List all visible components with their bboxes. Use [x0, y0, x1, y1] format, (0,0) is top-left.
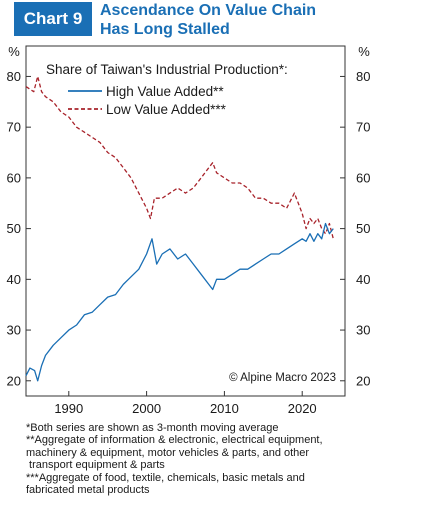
series-line-low-value-added [25, 75, 334, 239]
series-line-high-value-added [25, 222, 334, 382]
series-layer [25, 75, 334, 382]
y-tick-label-left: 60 [7, 170, 21, 185]
footnote-line: transport equipment & parts [26, 459, 165, 472]
y-tick-label-right: 20 [356, 373, 370, 388]
chart-title-line-1: Ascendance On Value Chain [100, 2, 317, 19]
plot-frame [25, 45, 346, 397]
footnotes: *Both series are shown as 3-month moving… [26, 422, 416, 496]
footnote-line: machinery & equipment, motor vehicles & … [26, 446, 310, 459]
x-tick-label: 1990 [54, 401, 83, 416]
y-tick-label-right: 40 [356, 272, 370, 287]
chart-title: Ascendance On Value Chain Has Long Stall… [100, 1, 316, 39]
left-axis: 20 30 40 50 60 70 80 [7, 69, 31, 388]
y-tick-label-right: 30 [356, 323, 370, 338]
y-tick-label-right: 50 [356, 221, 370, 236]
x-tick-label: 2010 [210, 401, 239, 416]
legend-label-low: Low Value Added*** [106, 102, 227, 117]
source-label: © Alpine Macro 2023 [229, 372, 336, 384]
footnote-line: **Aggregate of information & electronic,… [26, 434, 323, 447]
footnote-line: fabricated metal products [26, 484, 150, 497]
y-tick-label-left: 30 [7, 323, 21, 338]
y-tick-label-right: 60 [356, 170, 370, 185]
chart-number-badge: Chart 9 [14, 2, 92, 36]
left-axis-unit: % [8, 44, 20, 59]
chart-header: Chart 9 Ascendance On Value Chain Has Lo… [0, 0, 422, 44]
y-tick-label-left: 70 [7, 120, 21, 135]
y-tick-label-left: 40 [7, 272, 21, 287]
footnote-line: *Both series are shown as 3-month moving… [26, 422, 279, 434]
legend: High Value Added** Low Value Added*** [68, 84, 227, 117]
right-axis: 20 30 40 50 60 70 80 [340, 69, 370, 388]
y-tick-label-right: 80 [356, 69, 370, 84]
y-tick-label-left: 80 [7, 69, 21, 84]
y-tick-label-right: 70 [356, 120, 370, 135]
footnote-line: ***Aggregate of food, textile, chemicals… [26, 471, 305, 484]
x-axis: 1990 2000 2010 2020 [54, 391, 317, 416]
chart-title-line-2: Has Long Stalled [100, 21, 230, 38]
right-axis-unit: % [358, 44, 370, 59]
legend-label-high: High Value Added** [106, 84, 224, 99]
y-tick-label-left: 20 [7, 373, 21, 388]
line-chart: % % 20 30 40 50 60 70 80 20 30 40 50 60 70 80 1990 20… [7, 44, 371, 416]
plot-subtitle: Share of Taiwan's Industrial Production*… [46, 62, 288, 77]
x-tick-label: 2000 [132, 401, 161, 416]
x-tick-label: 2020 [288, 401, 317, 416]
y-tick-label-left: 50 [7, 221, 21, 236]
